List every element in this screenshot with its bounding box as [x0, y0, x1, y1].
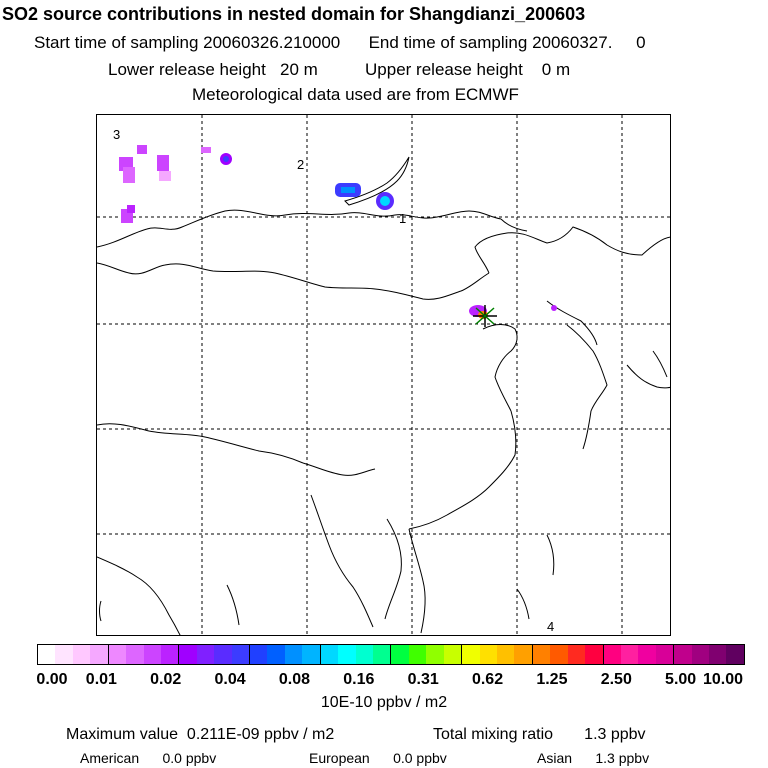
european-label: European	[309, 750, 370, 766]
total-mixing-stat: Total mixing ratio 1.3 ppbv	[433, 726, 646, 744]
legend-swatch	[55, 645, 73, 664]
map-panel: 3 2 1 4	[96, 114, 671, 636]
legend-tick-label: 5.00	[665, 671, 697, 688]
legend-unit: 10E-10 ppbv / m2	[320, 694, 448, 711]
total-mixing-value: 1.3 ppbv	[584, 726, 646, 743]
legend-swatch	[462, 645, 480, 664]
legend-tick-label: 0.16	[343, 671, 375, 688]
region-marker-3: 3	[113, 127, 121, 142]
legend-swatch	[355, 645, 374, 664]
legend-swatch	[196, 645, 215, 664]
max-value-label: Maximum value	[66, 726, 179, 743]
region-marker-2: 2	[297, 157, 305, 172]
upper-release-label: Upper release height	[365, 60, 523, 79]
asian-value: 1.3 ppbv	[595, 750, 650, 766]
legend-swatch	[532, 645, 551, 664]
european-value: 0.0 ppbv	[393, 750, 447, 766]
legend-swatch	[38, 645, 56, 664]
legend-swatch	[126, 645, 144, 664]
legend-swatch	[603, 645, 621, 664]
so2-concentration-field	[119, 145, 557, 319]
max-value-value: 0.211E-09 ppbv / m2	[186, 726, 335, 743]
legend-swatch	[496, 645, 515, 664]
legend-swatch	[143, 645, 161, 664]
lower-release-label: Lower release height	[108, 60, 266, 79]
legend-swatch	[373, 645, 392, 664]
legend-tick-label: 0.31	[407, 671, 439, 688]
end-time-suffix: 0	[636, 33, 646, 52]
legend-tick-label: 0.08	[278, 671, 311, 688]
legend-swatch	[426, 645, 444, 664]
region-marker-1: 1	[399, 211, 407, 226]
met-data-note: Meteorological data used are from ECMWF	[192, 85, 519, 104]
legend-swatch	[160, 645, 180, 664]
legend-tick-label: 0.04	[214, 671, 246, 688]
legend-tick-label: 0.01	[85, 671, 117, 688]
legend-swatch	[179, 645, 197, 664]
legend-swatch	[655, 645, 675, 664]
legend-swatch	[214, 645, 232, 664]
region-marker-4: 4	[547, 619, 555, 634]
max-value-stat: Maximum value 0.211E-09 ppbv / m2	[66, 726, 334, 744]
legend-swatch	[691, 645, 710, 664]
legend-swatch	[284, 645, 303, 664]
legend-swatch	[231, 645, 251, 664]
receptor-star-marker-icon	[473, 305, 497, 327]
legend-swatch	[408, 645, 427, 664]
legend-swatch	[638, 645, 656, 664]
end-time-label: End time of sampling	[368, 33, 528, 52]
legend-swatch	[726, 645, 744, 664]
map-canvas	[97, 115, 670, 635]
asian-stat: Asian 1.3 ppbv	[537, 750, 649, 766]
asian-label: Asian	[537, 750, 573, 766]
legend-swatch	[550, 645, 568, 664]
graticule	[97, 115, 670, 635]
european-stat: European 0.0 ppbv	[309, 750, 447, 766]
legend-swatch	[709, 645, 727, 664]
legend-swatch	[391, 645, 409, 664]
legend-tick-label: 0.62	[471, 671, 504, 688]
legend-swatch	[514, 645, 533, 664]
plot-title: SO2 source contributions in nested domai…	[2, 4, 586, 24]
legend-swatch	[267, 645, 285, 664]
legend-tick-label: 1.25	[536, 671, 568, 688]
legend-swatch	[567, 645, 586, 664]
legend-swatch	[479, 645, 497, 664]
upper-release-value: 0 m	[541, 60, 571, 79]
end-time-value: 20060327.	[532, 33, 613, 52]
legend-swatch	[674, 645, 692, 664]
color-legend-bar	[37, 644, 745, 665]
sampling-times: Start time of sampling 20060326.210000 E…	[34, 33, 768, 53]
legend-tick-label: 0.02	[150, 671, 182, 688]
legend-swatch	[302, 645, 321, 664]
lower-release-value: 20 m	[280, 60, 318, 79]
release-heights: Lower release height 20 m Upper release …	[108, 60, 768, 80]
legend-tick-label: 0.00	[36, 671, 68, 688]
american-value: 0.0 ppbv	[162, 750, 217, 766]
start-time-value: 20060326.210000	[203, 33, 341, 52]
american-label: American	[80, 750, 140, 766]
legend-swatch	[72, 645, 91, 664]
legend-swatch	[620, 645, 639, 664]
american-stat: American 0.0 ppbv	[80, 750, 216, 766]
legend-swatch	[108, 645, 127, 664]
legend-swatch	[250, 645, 268, 664]
total-mixing-label: Total mixing ratio	[433, 726, 554, 743]
legend-tick-label: 10.00	[702, 671, 744, 688]
coastlines-borders	[97, 156, 670, 635]
legend-swatch	[320, 645, 339, 664]
legend-swatch	[585, 645, 604, 664]
legend-swatch	[90, 645, 109, 664]
legend-tick-label: 2.50	[600, 671, 632, 688]
start-time-label: Start time of sampling	[34, 33, 199, 52]
legend-swatch	[338, 645, 356, 664]
legend-swatch	[443, 645, 463, 664]
